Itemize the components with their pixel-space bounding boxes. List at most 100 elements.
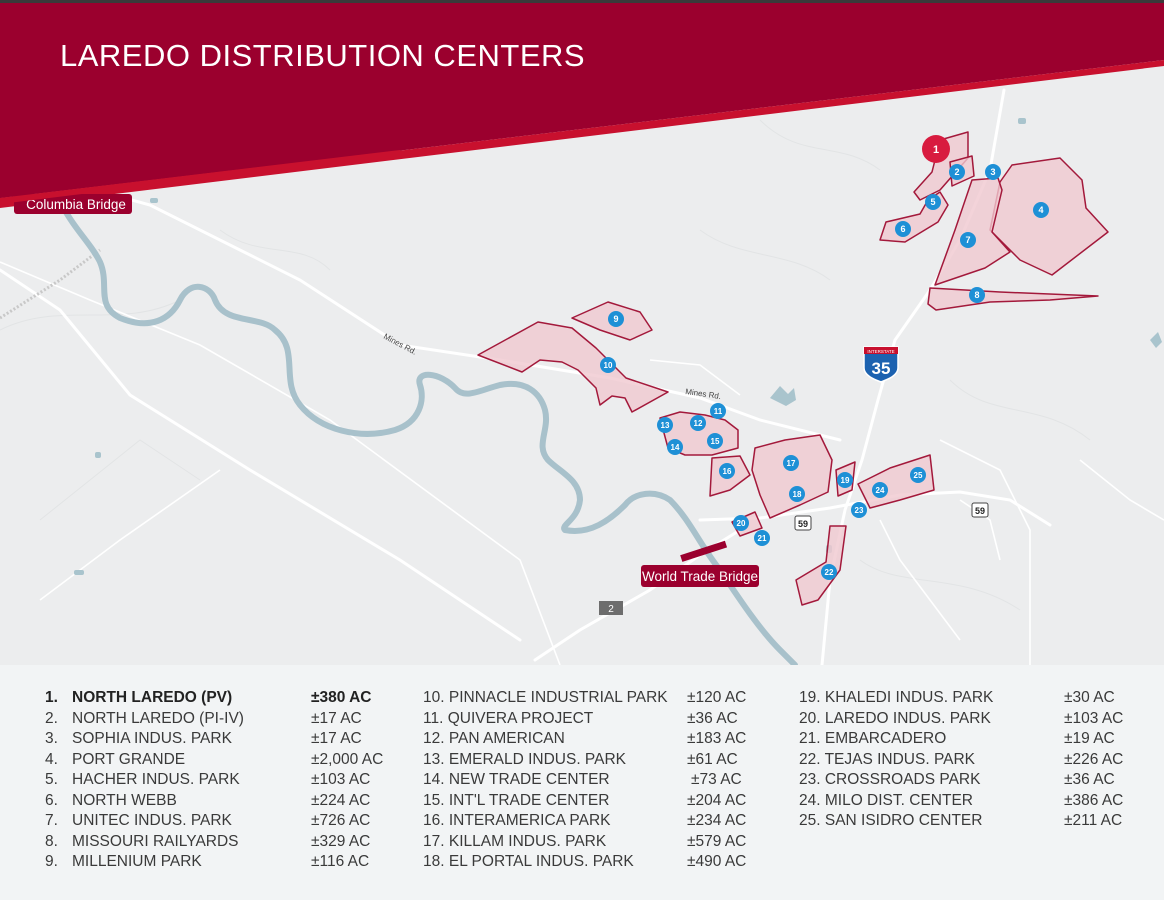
- marker-16[interactable]: 16: [719, 463, 735, 479]
- marker-10[interactable]: 10: [600, 357, 616, 373]
- rio-grande-river: [59, 202, 798, 665]
- minor-roads: [0, 261, 1164, 665]
- map: 1 2 3 4 5 6 7 8 9 10 11 12 13 14 15 16 1…: [0, 0, 1164, 665]
- world-trade-bridge-label: World Trade Bridge: [641, 565, 759, 587]
- svg-text:1: 1: [933, 144, 939, 156]
- marker-25[interactable]: 25: [910, 467, 926, 483]
- header-accent-overlap: [0, 150, 400, 204]
- marker-24[interactable]: 24: [872, 482, 888, 498]
- marker-1[interactable]: 1: [922, 135, 950, 163]
- svg-text:15: 15: [711, 437, 720, 446]
- marker-13[interactable]: 13: [657, 417, 673, 433]
- marker-2[interactable]: 2: [949, 164, 965, 180]
- legend-item-9: 9. MILLENIUM PARK ±116 AC: [45, 853, 370, 870]
- svg-text:23: 23: [855, 506, 864, 515]
- header-band: [0, 0, 1164, 198]
- legend-item-12: 12. PAN AMERICAN ±183 AC: [423, 730, 747, 747]
- svg-text:17: 17: [787, 459, 796, 468]
- parcel-7: [934, 177, 1011, 286]
- marker-4[interactable]: 4: [1033, 202, 1049, 218]
- markers: 1 2 3 4 5 6 7 8 9 10 11 12 13 14 15 16 1…: [600, 135, 1049, 580]
- parcel-10: [477, 321, 669, 413]
- svg-text:Columbia Bridge: Columbia Bridge: [26, 197, 126, 212]
- svg-text:6: 6: [900, 224, 905, 234]
- svg-text:2: 2: [608, 604, 614, 615]
- svg-text:5: 5: [930, 197, 935, 207]
- legend-item-16: 16. INTERAMERICA PARK ±234 AC: [423, 812, 747, 829]
- railroad: [0, 248, 101, 320]
- svg-text:9: 9: [613, 314, 618, 324]
- marker-9[interactable]: 9: [608, 311, 624, 327]
- marker-11[interactable]: 11: [710, 403, 726, 419]
- svg-text:16: 16: [723, 467, 732, 476]
- marker-17[interactable]: 17: [783, 455, 799, 471]
- legend-item-2: 2. NORTH LAREDO (PI-IV) ±17 AC: [45, 709, 362, 727]
- legend-item-7: 7. UNITEC INDUS. PARK ±726 AC: [45, 812, 371, 829]
- legend-item-11: 11. QUIVERA PROJECT ±36 AC: [423, 709, 738, 727]
- terrain-lines: [0, 119, 1091, 611]
- marker-3[interactable]: 3: [985, 164, 1001, 180]
- page-title: LAREDO DISTRIBUTION CENTERS: [60, 38, 586, 73]
- world-trade-bridge-marker: [680, 540, 728, 562]
- us-59-shield-b: 59: [971, 502, 989, 518]
- svg-text:7: 7: [965, 235, 970, 245]
- marker-12[interactable]: 12: [690, 415, 706, 431]
- columbia-bridge-label: Columbia Bridge: [14, 194, 132, 214]
- interstate-35-shield: INTERSTATE 35: [863, 346, 899, 383]
- svg-text:22: 22: [825, 568, 834, 577]
- top-border: [0, 0, 1164, 3]
- svg-text:2: 2: [954, 167, 959, 177]
- svg-text:12: 12: [694, 419, 703, 428]
- svg-text:20: 20: [737, 519, 746, 528]
- parcel-17-18: [751, 434, 833, 519]
- svg-text:18: 18: [793, 490, 802, 499]
- svg-text:World Trade Bridge: World Trade Bridge: [642, 569, 758, 584]
- marker-14[interactable]: 14: [667, 439, 683, 455]
- svg-text:4: 4: [1038, 205, 1043, 215]
- legend-item-19: 19. KHALEDI INDUS. PARK ±30 AC: [799, 689, 1115, 706]
- svg-text:11: 11: [714, 407, 723, 416]
- legend-item-25: 25. SAN ISIDRO CENTER ±211 AC: [799, 812, 1123, 829]
- legend-item-5: 5. HACHER INDUS. PARK ±103 AC: [45, 771, 371, 788]
- marker-22[interactable]: 22: [821, 564, 837, 580]
- svg-text:3: 3: [990, 167, 995, 177]
- svg-text:21: 21: [758, 534, 767, 543]
- marker-8[interactable]: 8: [969, 287, 985, 303]
- marker-5[interactable]: 5: [925, 194, 941, 210]
- legend-item-22: 22. TEJAS INDUS. PARK ±226 AC: [799, 750, 1124, 768]
- water-bodies: [74, 118, 1162, 575]
- marker-15[interactable]: 15: [707, 433, 723, 449]
- west-road: [0, 268, 522, 642]
- svg-text:25: 25: [914, 471, 923, 480]
- svg-text:10: 10: [604, 361, 613, 370]
- marker-18[interactable]: 18: [789, 486, 805, 502]
- marker-21[interactable]: 21: [754, 530, 770, 546]
- legend-item-18: 18. EL PORTAL INDUS. PARK ±490 AC: [423, 853, 747, 870]
- svg-text:19: 19: [841, 476, 850, 485]
- legend-item-8: 8. MISSOURI RAILYARDS ±329 AC: [45, 832, 371, 850]
- marker-7[interactable]: 7: [960, 232, 976, 248]
- legend-item-14: 14. NEW TRADE CENTER ±73 AC: [423, 771, 742, 788]
- marker-19[interactable]: 19: [837, 472, 853, 488]
- route-2-shield: 2: [599, 601, 623, 615]
- header-accent-stripe: [0, 60, 1164, 208]
- svg-text:59: 59: [975, 506, 985, 516]
- legend-item-3: 3. SOPHIA INDUS. PARK ±17 AC: [45, 730, 362, 747]
- legend-item-1: 1. NORTH LAREDO (PV) ±380 AC: [45, 689, 372, 706]
- marker-20[interactable]: 20: [733, 515, 749, 531]
- svg-text:59: 59: [798, 519, 808, 529]
- marker-6[interactable]: 6: [895, 221, 911, 237]
- svg-text:35: 35: [872, 359, 891, 378]
- marker-23[interactable]: 23: [851, 502, 867, 518]
- legend-item-23: 23. CROSSROADS PARK ±36 AC: [799, 771, 1115, 788]
- svg-text:INTERSTATE: INTERSTATE: [867, 349, 894, 354]
- legend-column-1: 1. NORTH LAREDO (PV) ±380 AC 2. NORTH LARE…: [45, 688, 395, 873]
- legend-column-2: 10. PINNACLE INDUSTRIAL PARK ±120 AC 11. …: [423, 688, 763, 873]
- svg-text:13: 13: [661, 421, 670, 430]
- legend-column-3: 19. KHALEDI INDUS. PARK ±30 AC 20. LAREDO…: [799, 688, 1139, 832]
- parcel-22: [795, 525, 847, 606]
- svg-text:14: 14: [671, 443, 680, 452]
- legend-item-6: 6. NORTH WEBB ±224 AC: [45, 791, 371, 809]
- legend-item-4: 4. PORT GRANDE ±2,000 AC: [45, 750, 384, 768]
- legend-item-21: 21. EMBARCADERO ±19 AC: [799, 730, 1115, 747]
